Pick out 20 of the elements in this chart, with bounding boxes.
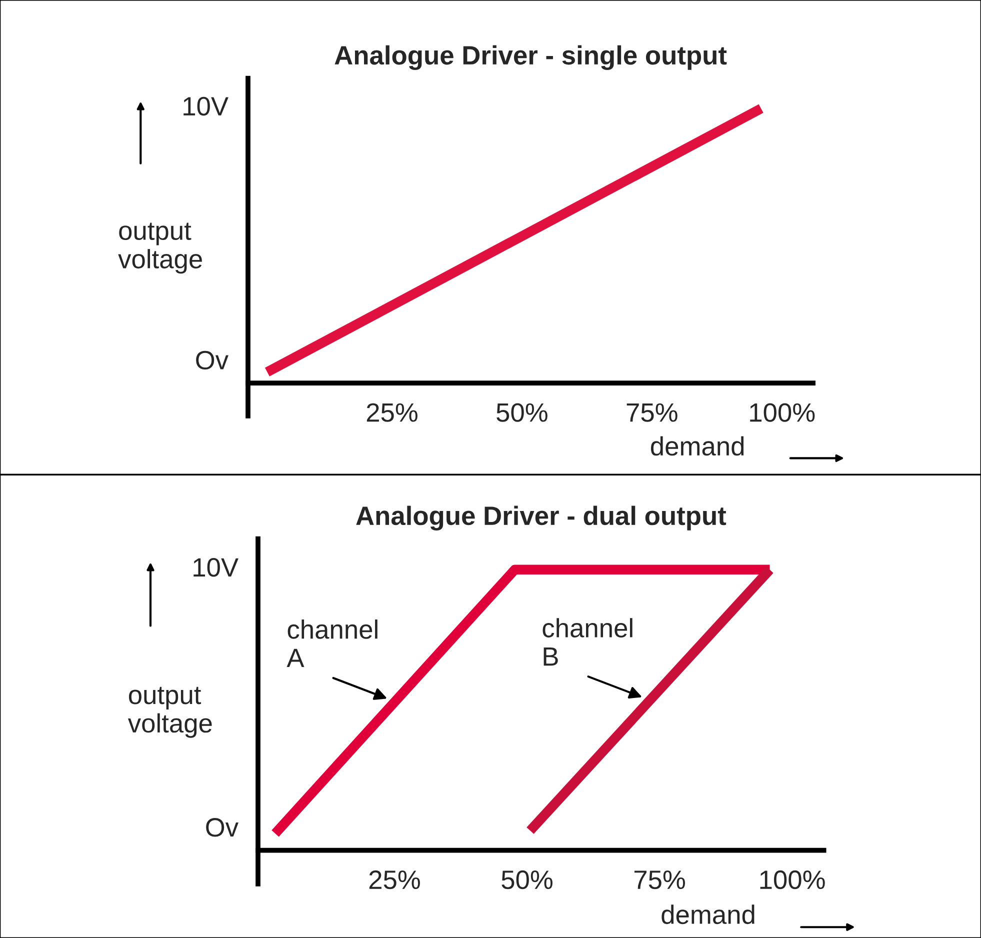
x-axis-title: demand <box>662 904 754 924</box>
y-axis-title: output voltage <box>128 686 212 738</box>
text: 10V <box>194 558 238 577</box>
chart-title: Analogue Driver - single output <box>334 45 727 70</box>
x-tick-label: 75% <box>626 403 678 422</box>
x-tick-label: 50% <box>496 403 548 422</box>
x-tick-label: 25% <box>366 403 418 422</box>
text: Ov <box>206 818 238 837</box>
x-tick-label: 100% <box>750 403 815 422</box>
text: 10V <box>184 96 228 116</box>
y-axis-title: output voltage <box>118 222 202 274</box>
series-label: channel B <box>542 618 632 666</box>
text: Ov <box>196 350 228 370</box>
series-label: channel A <box>286 619 378 668</box>
x-axis-title: demand <box>651 436 744 456</box>
x-tick-label: 50% <box>502 870 552 890</box>
x-tick-label: 75% <box>634 870 685 890</box>
chart-title: Analogue Driver - dual output <box>356 506 726 530</box>
x-tick-label: 100% <box>760 870 825 890</box>
x-tick-label: 25% <box>369 870 420 890</box>
